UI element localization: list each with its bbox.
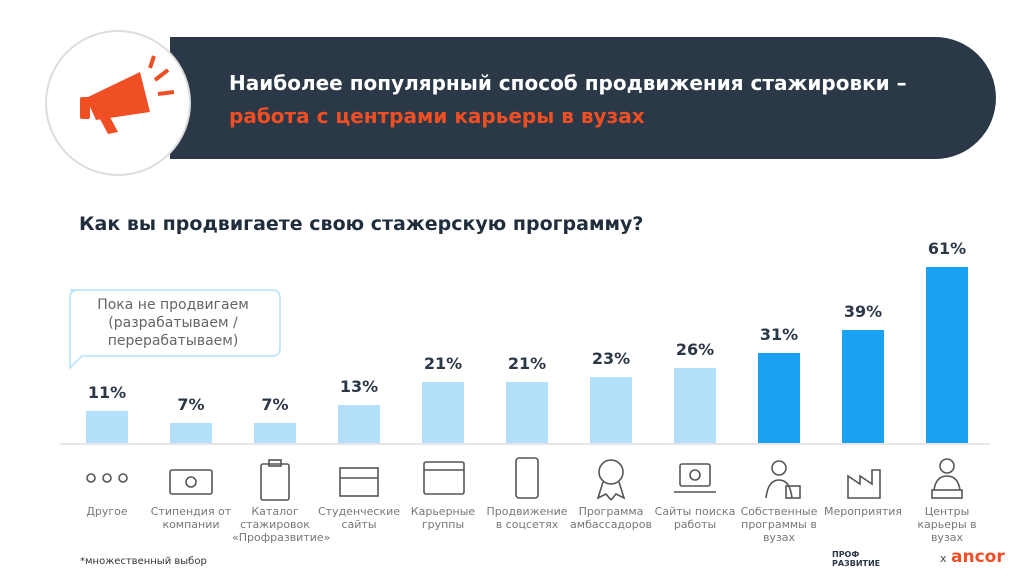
value-label: 23% — [591, 348, 631, 368]
bar — [170, 422, 212, 443]
category-label: Сайты поиска работы — [654, 505, 736, 531]
bar — [842, 330, 884, 443]
value-label: 61% — [927, 238, 967, 258]
logo-prof: ПРОФ РАЗВИТИЕ — [832, 550, 880, 568]
chart-title: Как вы продвигаете свою стажерскую прогр… — [79, 213, 644, 235]
value-label: 7% — [177, 394, 205, 414]
bar — [758, 353, 800, 443]
category-label: Центры карьеры в вузах — [917, 505, 977, 544]
header-title: Наиболее популярный способ продвижения с… — [229, 71, 907, 95]
value-label: 11% — [87, 383, 127, 403]
value-label: 7% — [261, 394, 289, 414]
category-label: Собственные программы в вузах — [740, 505, 818, 544]
bar — [674, 367, 716, 443]
bar — [422, 382, 464, 443]
bar — [506, 382, 548, 443]
logo-ancor: ancor — [951, 547, 1005, 567]
header-subtitle: работа с центрами карьеры в вузах — [229, 104, 645, 128]
logo-prof-top: ПРОФ — [832, 550, 860, 559]
category-label: Мероприятия — [823, 505, 903, 518]
footnote: *множественный выбор — [80, 556, 207, 567]
category-label: Студенческие сайты — [317, 505, 401, 531]
category-label: Другое — [86, 505, 128, 518]
value-label: 13% — [339, 377, 379, 397]
category-label: Каталог стажировок «Профразвитие» — [232, 505, 331, 544]
bar — [338, 405, 380, 443]
annotation: Пока не продвигаем (разрабатываем / пере… — [97, 297, 249, 349]
value-label: 26% — [675, 339, 715, 359]
value-label: 39% — [843, 302, 883, 322]
callout-box — [69, 289, 281, 370]
value-label: 21% — [507, 354, 547, 374]
category-label: Карьерные группы — [410, 505, 476, 531]
megaphone-icon — [80, 55, 175, 134]
category-label: Продвижение в соцсетях — [486, 505, 568, 531]
value-label: 31% — [759, 325, 799, 345]
value-label: 21% — [423, 354, 463, 374]
bar — [590, 376, 632, 443]
logo-separator: x — [940, 552, 947, 565]
category-label: Стипендия от компании — [150, 505, 232, 531]
logo-prof-bottom: РАЗВИТИЕ — [832, 559, 881, 568]
header-banner — [170, 37, 996, 159]
bar — [254, 422, 296, 443]
bar — [86, 411, 128, 443]
bar — [926, 266, 968, 443]
category-label: Программа амбассадоров — [570, 505, 652, 531]
category-icons — [86, 457, 963, 501]
